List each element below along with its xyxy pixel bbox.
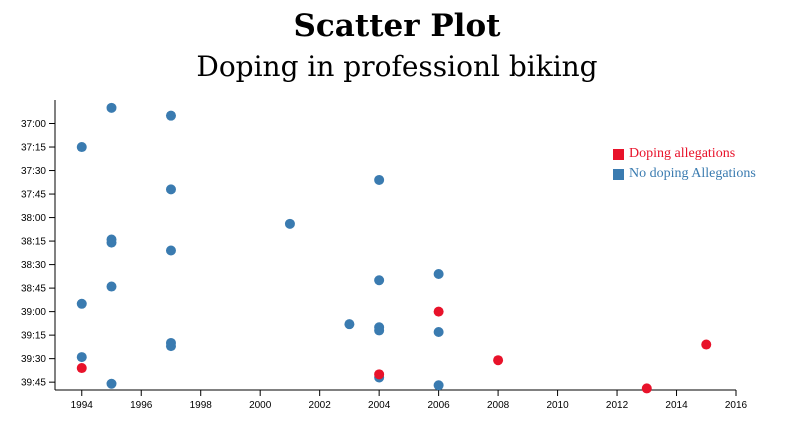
data-point-clean[interactable] — [165, 341, 176, 352]
legend: Doping allegations No doping Allegations — [613, 144, 756, 184]
data-point-doping[interactable] — [76, 363, 87, 374]
data-point-clean[interactable] — [165, 184, 176, 195]
y-tick-label: 37:15 — [21, 143, 46, 154]
legend-swatch-doping — [613, 148, 624, 160]
data-point-doping[interactable] — [374, 369, 385, 380]
x-tick-label: 2006 — [427, 400, 450, 411]
y-tick-label: 39:15 — [21, 331, 46, 342]
data-point-clean[interactable] — [165, 245, 176, 256]
y-tick-label: 37:30 — [21, 166, 46, 177]
legend-swatch-clean — [613, 168, 624, 180]
data-point-clean[interactable] — [344, 319, 355, 330]
data-point-clean[interactable] — [374, 275, 385, 286]
data-point-clean[interactable] — [433, 327, 444, 337]
y-tick-label: 37:45 — [21, 190, 46, 201]
x-tick-label: 2012 — [606, 400, 629, 411]
y-tick-label: 39:00 — [21, 307, 46, 318]
chart-subtitle: Doping in professionl biking — [196, 50, 598, 83]
y-tick-label: 37:00 — [21, 119, 46, 130]
data-point-clean[interactable] — [76, 142, 87, 153]
data-point-clean[interactable] — [76, 298, 87, 309]
data-point-doping[interactable] — [701, 339, 712, 350]
data-point-clean[interactable] — [374, 174, 385, 185]
chart-title: Scatter Plot — [293, 8, 501, 44]
y-axis: 37:00 37:15 37:30 37:45 38:00 38:15 38:30 38:45… — [21, 100, 56, 390]
y-tick-label: 38:15 — [21, 237, 46, 248]
data-point-clean[interactable] — [106, 281, 117, 292]
x-tick-label: 1994 — [71, 400, 94, 411]
data-point-clean[interactable] — [433, 380, 444, 391]
data-points — [76, 102, 712, 394]
y-tick-label: 39:45 — [21, 378, 46, 389]
data-point-clean[interactable] — [165, 110, 176, 121]
x-tick-label: 2010 — [546, 400, 569, 411]
data-point-doping[interactable] — [493, 355, 504, 366]
x-tick-label: 2004 — [368, 400, 391, 411]
x-tick-label: 1998 — [190, 400, 213, 411]
data-point-clean[interactable] — [374, 325, 385, 336]
y-tick-label: 38:00 — [21, 213, 46, 224]
legend-label-doping: Doping allegations — [629, 146, 736, 161]
data-point-clean[interactable] — [106, 237, 117, 248]
data-point-clean[interactable] — [76, 352, 87, 363]
data-point-clean[interactable] — [433, 269, 444, 279]
x-tick-label: 2014 — [665, 400, 688, 411]
data-point-doping[interactable] — [641, 383, 652, 394]
legend-label-clean: No doping Allegations — [629, 166, 756, 181]
data-point-clean[interactable] — [284, 218, 295, 229]
x-tick-label: 2000 — [249, 400, 272, 411]
x-tick-label: 2002 — [309, 400, 332, 411]
y-tick-label: 39:30 — [21, 354, 46, 365]
legend-item-doping: Doping allegations — [613, 144, 756, 164]
data-point-clean[interactable] — [106, 378, 117, 389]
data-point-clean[interactable] — [106, 102, 117, 113]
x-tick-label: 2008 — [487, 400, 510, 411]
y-tick-label: 38:45 — [21, 284, 46, 295]
y-tick-label: 38:30 — [21, 260, 46, 271]
x-tick-label: 2016 — [725, 400, 748, 411]
x-tick-label: 1996 — [130, 400, 153, 411]
data-point-doping[interactable] — [433, 306, 444, 317]
legend-item-clean: No doping Allegations — [613, 164, 756, 184]
x-axis: 1994 1996 1998 2000 2002 2004 2006 2008 2010 2012… — [55, 389, 748, 411]
